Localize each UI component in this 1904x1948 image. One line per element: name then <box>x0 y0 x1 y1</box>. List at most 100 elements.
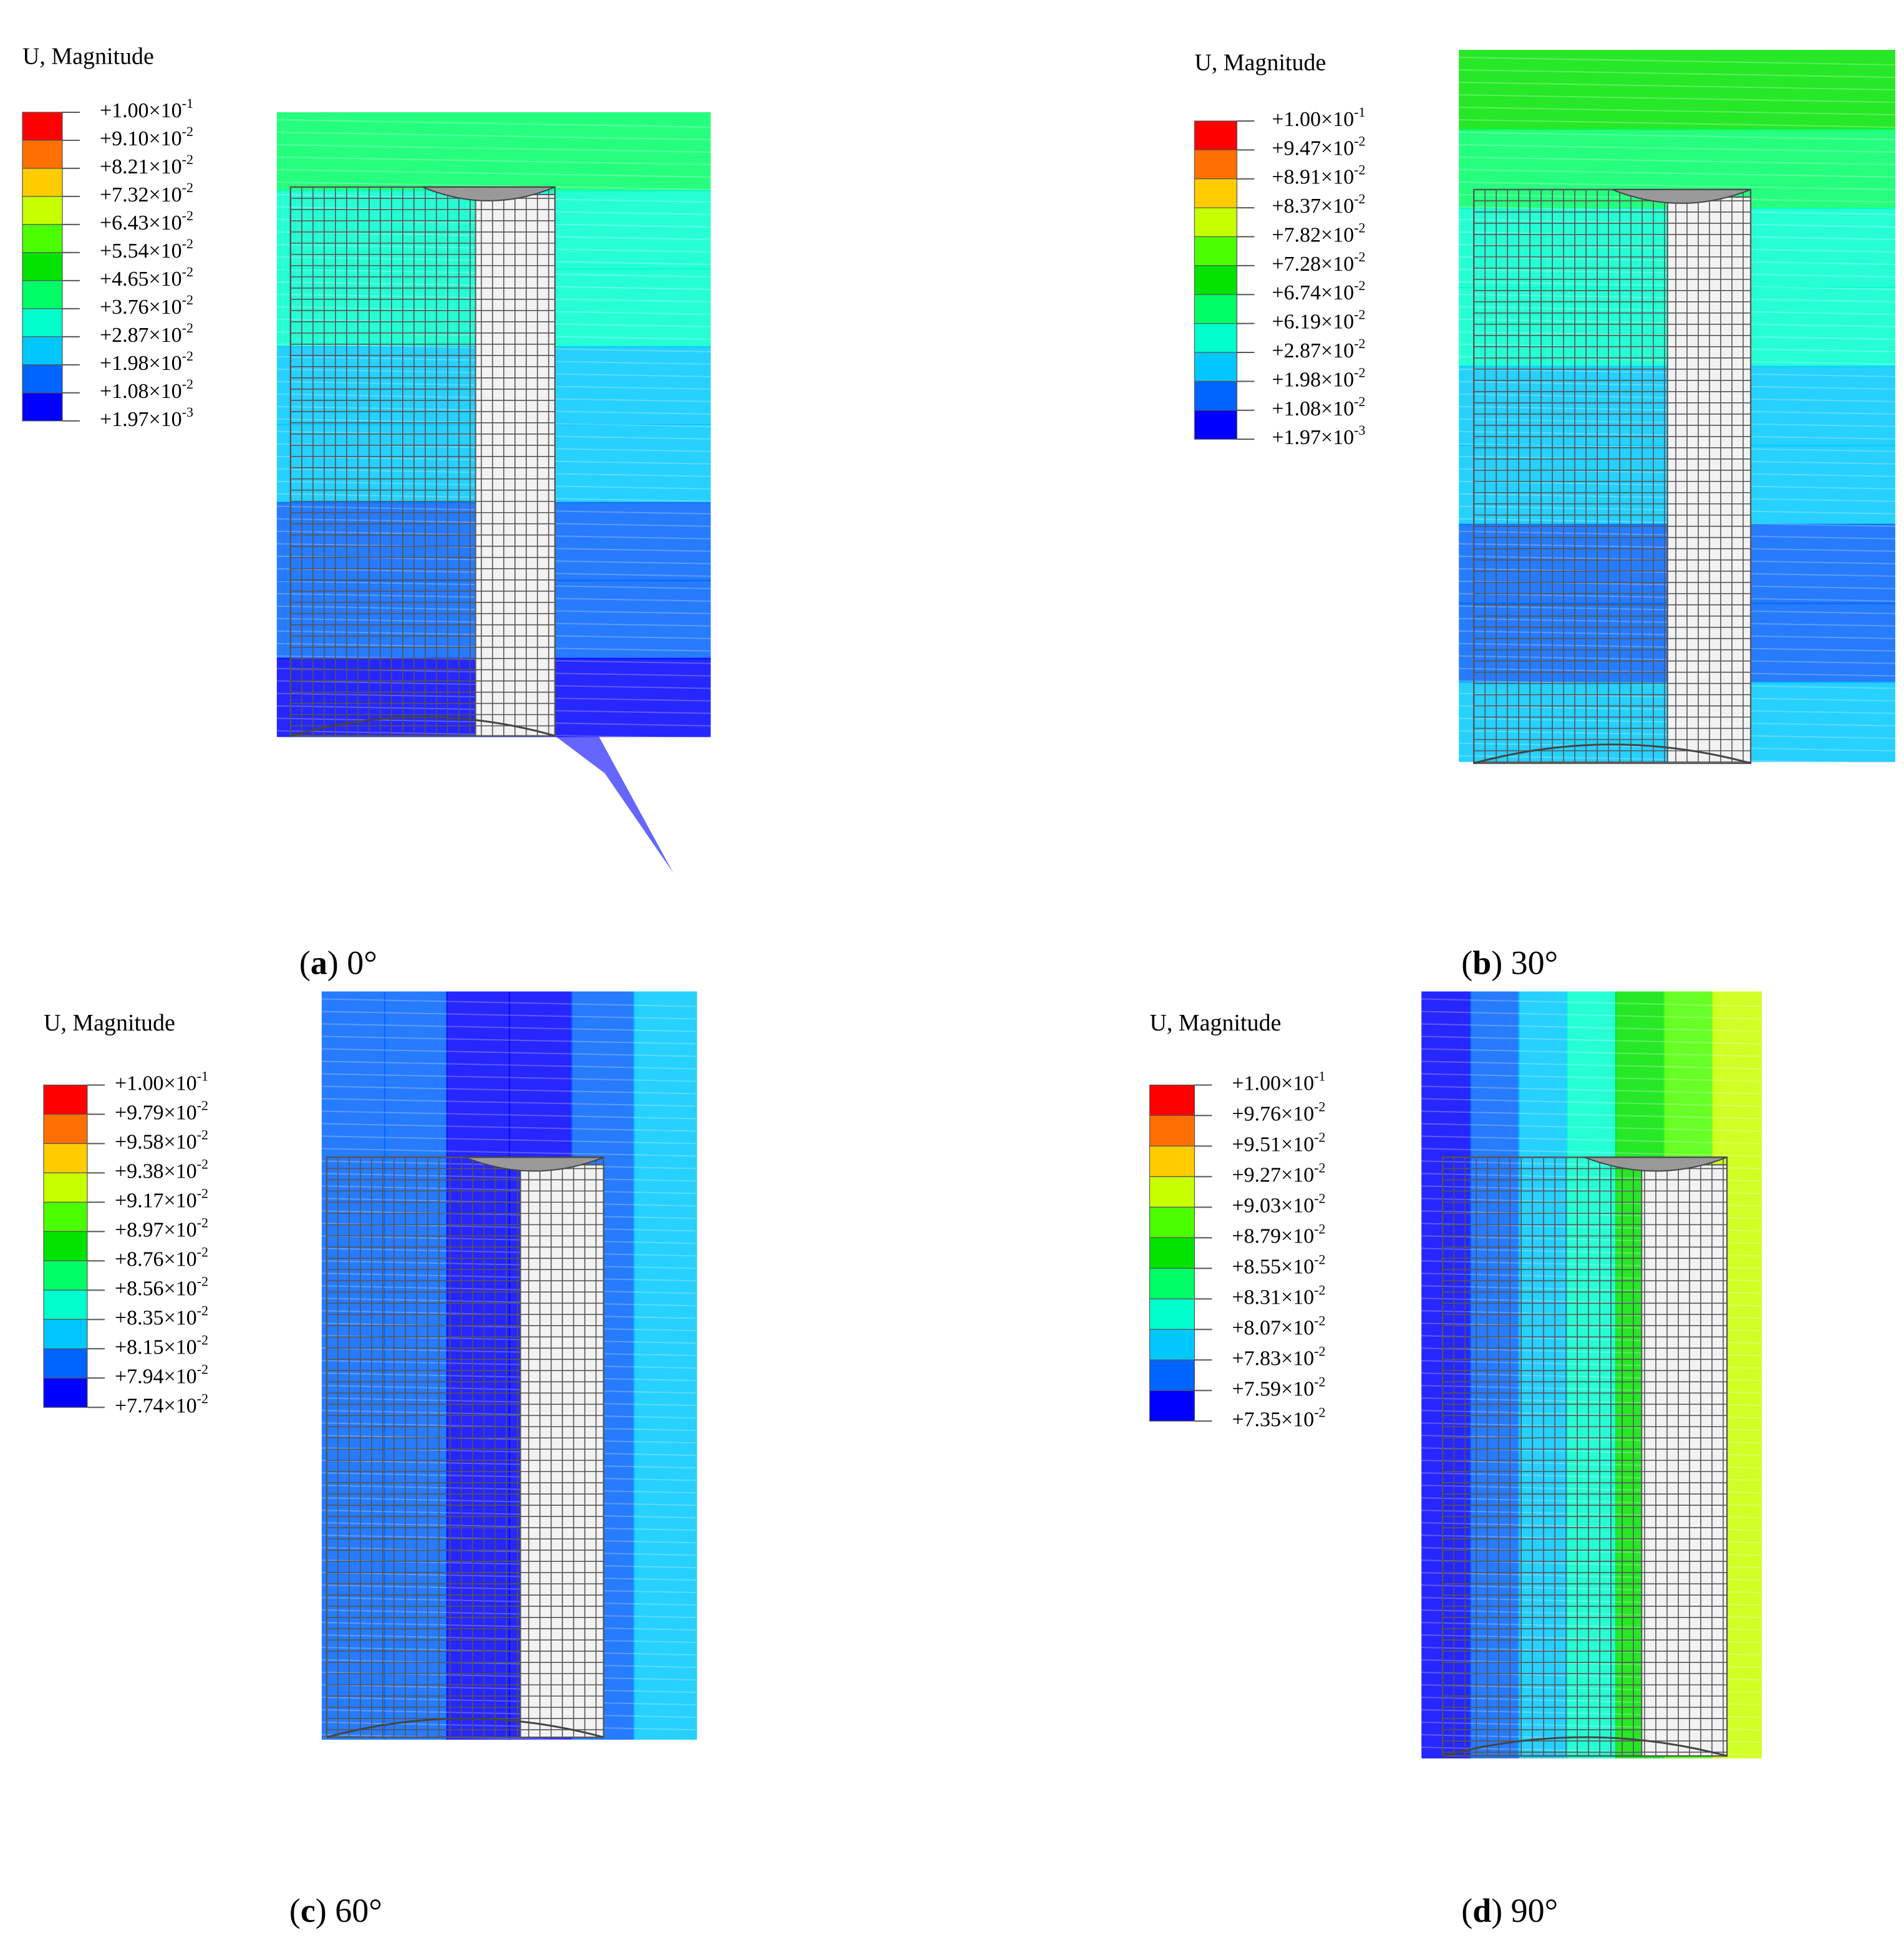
legend-exponent: -2 <box>197 1156 208 1171</box>
legend-label: +7.82×10-2 <box>1272 220 1365 247</box>
legend-mantissa: +1.98×10 <box>1272 368 1354 391</box>
vector-arrows <box>321 1460 696 1469</box>
legend-label: +8.35×10-2 <box>115 1302 208 1329</box>
vector-arrows <box>321 1472 696 1481</box>
legend-swatch <box>43 1377 88 1408</box>
legend-mantissa: +9.58×10 <box>115 1130 197 1153</box>
legend-swatch <box>1149 1329 1195 1360</box>
legend-label: +7.32×10-2 <box>100 180 193 206</box>
mesh-top <box>1584 1156 1728 1172</box>
legend-swatch <box>22 140 63 169</box>
legend-exponent: -2 <box>1354 191 1365 206</box>
vector-arrows <box>1459 56 1896 65</box>
legend-exponent: -2 <box>1354 364 1365 380</box>
legend-swatch <box>43 1172 88 1203</box>
contour-band <box>1469 991 1520 1759</box>
vector-arrows <box>1421 1073 1761 1082</box>
contour-band <box>1459 49 1896 130</box>
caption-part: ) 60° <box>316 1892 382 1929</box>
legend-mantissa: +7.59×10 <box>1232 1377 1314 1400</box>
legend-swatch <box>1149 1359 1195 1391</box>
vector-arrows <box>1459 69 1896 78</box>
vector-arrows <box>1459 156 1896 165</box>
vector-arrows <box>321 1135 696 1145</box>
legend-exponent: -1 <box>182 95 193 111</box>
legend-exponent: -2 <box>182 236 193 251</box>
vector-arrows <box>321 1435 696 1444</box>
vector-arrows <box>321 1385 696 1394</box>
vector-arrows <box>321 1322 696 1332</box>
legend-exponent: -1 <box>197 1068 208 1083</box>
vector-arrows <box>321 1360 696 1369</box>
legend-label: +8.07×10-2 <box>1232 1312 1325 1339</box>
legend-mantissa: +1.97×10 <box>1272 426 1354 449</box>
legend-mantissa: +7.83×10 <box>1232 1347 1314 1370</box>
legend-swatch <box>43 1348 88 1379</box>
legend-label: +6.43×10-2 <box>100 208 193 235</box>
legend-exponent: -2 <box>182 264 193 279</box>
caption-part: ) 30° <box>1491 944 1558 982</box>
legend-label: +8.21×10-2 <box>100 152 193 178</box>
legend-swatch <box>1194 178 1237 208</box>
vector-arrows <box>321 1372 696 1382</box>
legend-exponent: -2 <box>197 1332 208 1347</box>
legend-swatch <box>1194 236 1237 266</box>
contour-band <box>276 112 711 191</box>
legend-exponent: -2 <box>1354 307 1365 322</box>
legend-mantissa: +1.98×10 <box>100 352 182 375</box>
legend-exponent: -2 <box>1354 220 1365 236</box>
legend-exponent: -2 <box>197 1273 208 1289</box>
caption: (a) 0° <box>299 944 377 982</box>
vector-arrows <box>321 1173 696 1182</box>
legend-mantissa: +5.54×10 <box>100 240 182 263</box>
vector-arrows <box>1459 81 1896 90</box>
legend-swatch <box>43 1289 88 1320</box>
legend-exponent: -2 <box>1314 1312 1325 1328</box>
legend-exponent: -2 <box>1314 1404 1325 1420</box>
legend-swatch <box>1194 120 1237 150</box>
vector-arrows <box>321 1210 696 1219</box>
vector-arrows <box>1421 1048 1761 1057</box>
legend-title: U, Magnitude <box>44 1010 175 1036</box>
legend-swatch <box>43 1084 88 1115</box>
caption: (d) 90° <box>1461 1892 1558 1929</box>
legend-swatch <box>1194 265 1237 295</box>
mesh-bottom <box>1473 744 1751 765</box>
vector-arrows <box>1421 1110 1761 1120</box>
legend-swatch <box>22 308 63 337</box>
vector-arrows <box>321 1597 696 1606</box>
vector-arrows <box>321 1659 696 1669</box>
legend-swatch <box>1149 1115 1195 1147</box>
legend-exponent: -2 <box>182 124 193 139</box>
legend-swatch <box>22 392 63 422</box>
legend-label: +4.65×10-2 <box>100 264 193 291</box>
legend-mantissa: +1.00×10 <box>1232 1072 1314 1095</box>
vector-arrows <box>321 1297 696 1307</box>
legend-mantissa: +9.38×10 <box>115 1160 197 1183</box>
legend-swatch <box>1149 1298 1195 1330</box>
legend-exponent: -2 <box>182 376 193 392</box>
legend-mantissa: +9.17×10 <box>115 1189 197 1212</box>
legend-swatch <box>43 1231 88 1261</box>
vector-arrows <box>321 1509 696 1519</box>
legend-mantissa: +8.21×10 <box>100 155 182 178</box>
legend-label: +8.31×10-2 <box>1232 1282 1325 1309</box>
vector-arrows <box>321 1035 696 1045</box>
caption-part: ( <box>289 1892 301 1929</box>
vector-arrows <box>321 1010 696 1020</box>
legend-label: +8.55×10-2 <box>1232 1251 1325 1278</box>
vector-arrows <box>276 181 711 190</box>
legend-mantissa: +6.19×10 <box>1272 310 1354 333</box>
vector-arrows <box>321 1634 696 1644</box>
legend-exponent: -2 <box>182 180 193 195</box>
legend-label: +9.17×10-2 <box>115 1185 208 1212</box>
legend-exponent: -2 <box>197 1302 208 1318</box>
legend-label: +8.15×10-2 <box>115 1332 208 1359</box>
vector-arrows <box>1459 143 1896 153</box>
mesh-top <box>1612 188 1751 204</box>
legend-mantissa: +1.08×10 <box>100 380 182 403</box>
legend-label: +8.37×10-2 <box>1272 191 1365 218</box>
mesh-bottom <box>326 1717 604 1738</box>
